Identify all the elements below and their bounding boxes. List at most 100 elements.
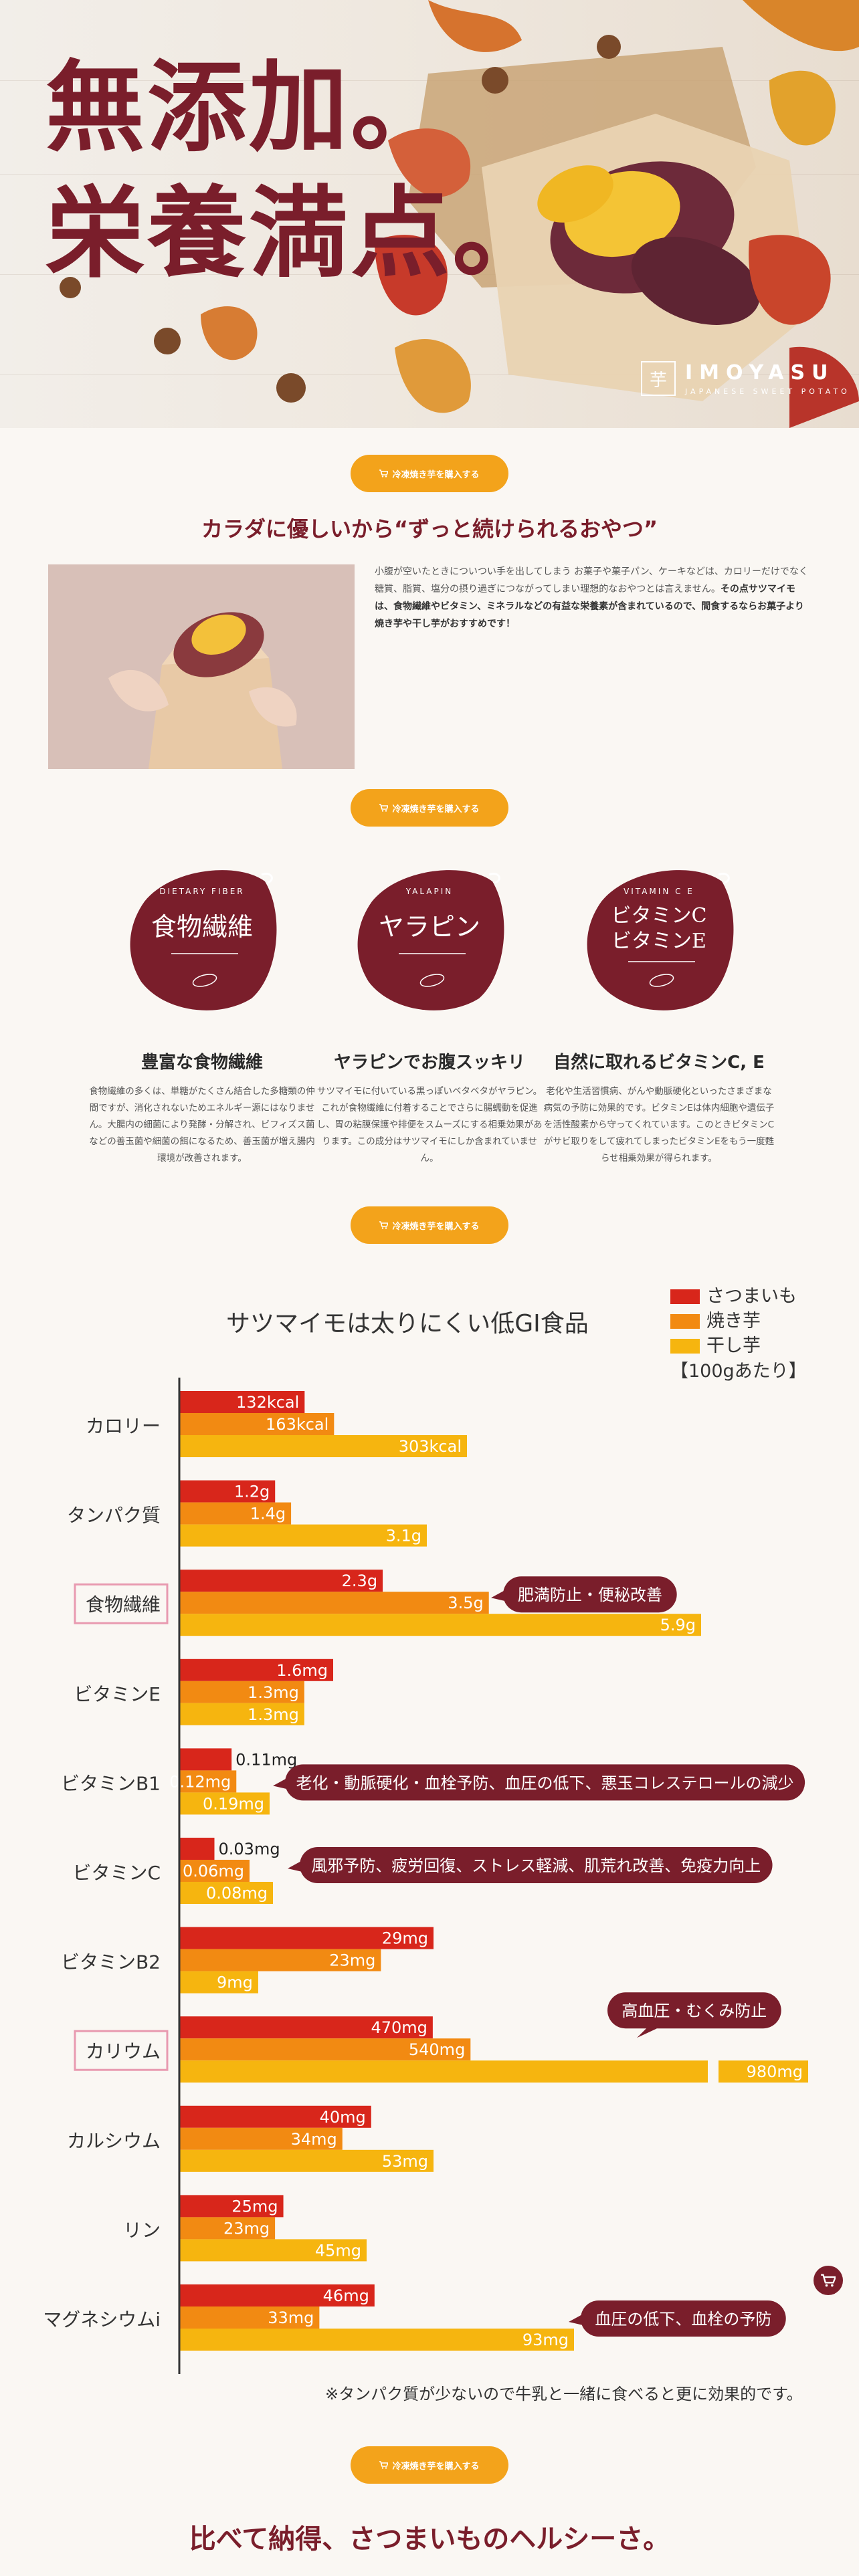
bar-value-label: 2.3g: [342, 1572, 377, 1590]
bar-value-label: 0.08mg: [206, 1884, 268, 1903]
buy-button[interactable]: 冷凍焼き芋を購入する: [351, 1206, 508, 1244]
bar: [179, 2016, 433, 2039]
bar-value-label: 33mg: [268, 2309, 314, 2327]
bar: [179, 2306, 320, 2329]
buy-button[interactable]: 冷凍焼き芋を購入する: [351, 2446, 508, 2484]
bar: [179, 2149, 434, 2172]
bar-value-label: 3.1g: [386, 1527, 421, 1545]
brand-logo: 芋 IMOYASU JAPANESE SWEET POTATO: [641, 361, 850, 396]
bar-value-label: 23mg: [223, 2219, 270, 2238]
buy-button[interactable]: 冷凍焼き芋を購入する: [351, 455, 508, 492]
callout-tail: [569, 2314, 586, 2326]
cart-icon: [379, 1221, 389, 1229]
category-label: カルシウム: [67, 2130, 161, 2152]
bar-value-label: 25mg: [231, 2197, 278, 2216]
bar: [179, 1770, 237, 1793]
bar: [179, 2038, 471, 2061]
legend-label: 干し芋: [706, 1335, 761, 1356]
bar-value-label: 45mg: [315, 2241, 361, 2260]
chart-footnote: ※タンパク質が少ないので牛乳と一緒に食べると更に効果的です。: [325, 2385, 803, 2403]
intro-text-normal: 小腹が空いたときについつい手を出してしまう お菓子や菓子パン、ケーキなどは、カロ…: [375, 566, 808, 595]
category-label: ビタミンE: [74, 1683, 161, 1705]
feature-badge: [124, 861, 280, 1012]
category-label: リン: [123, 2219, 161, 2241]
bar: [179, 1524, 427, 1547]
buy-button[interactable]: 冷凍焼き芋を購入する: [351, 789, 508, 827]
brand-tagline: JAPANESE SWEET POTATO: [685, 387, 850, 396]
sweet-potato-badge-icon: [587, 870, 734, 1010]
cart-icon: [821, 2274, 836, 2287]
sweet-potato-badge-icon: [130, 870, 277, 1010]
bar: [179, 2284, 375, 2306]
legend-label: さつまいも: [706, 1285, 797, 1307]
feature-badge: [352, 861, 507, 1012]
callout-text: 肥満防止・便秘改善: [518, 1586, 662, 1604]
bar: [179, 1860, 250, 1882]
hero-banner: 無添加。 栄養満点。 芋 IMOYASU JAPANESE SWEET POTA…: [0, 0, 859, 428]
bar-value-label: 29mg: [382, 1929, 428, 1948]
legend-unit-note: 【100gあたり】: [670, 1361, 807, 1382]
bar-value-label: 0.11mg: [235, 1750, 297, 1769]
bar: [179, 1971, 258, 1994]
bar: [179, 1792, 270, 1815]
bar: [179, 1748, 232, 1771]
brand-name: IMOYASU: [685, 361, 835, 385]
sweet-potato-badge-icon: [357, 870, 504, 1010]
cart-icon: [379, 2461, 389, 2469]
sweet-potato-in-bag-image: [48, 564, 355, 769]
bar-value-label: 0.19mg: [203, 1794, 264, 1813]
bar: [179, 2195, 284, 2218]
feature-badge: [581, 861, 737, 1012]
category-label: ビタミンC: [72, 1862, 161, 1884]
bar: [179, 1681, 304, 1703]
feature-badge-caption: VITAMIN C E: [624, 887, 694, 896]
feature-badge-label: 食物繊維: [151, 912, 253, 942]
intro-text-bold: その点サツマイモは、食物繊維やビタミン、ミネラルなどの有益な栄養素が含まれている…: [375, 584, 804, 629]
bar: [179, 2060, 708, 2083]
bar-value-label: 93mg: [522, 2331, 569, 2349]
bar-value-label: 303kcal: [399, 1437, 462, 1456]
bar-value-label: 40mg: [320, 2108, 366, 2127]
bar: [179, 2329, 574, 2351]
feature-description: サツマイモに付いている黒っぽいベタベタがヤラピン。これが食物繊維に付着することで…: [316, 1086, 543, 1164]
feature-title: ヤラピンでお腹スッキリ: [333, 1053, 525, 1073]
bar: [179, 1927, 434, 1949]
legend-label: 焼き芋: [706, 1310, 761, 1331]
callout-text: 高血圧・むくみ防止: [622, 2002, 767, 2020]
bar: [179, 2127, 343, 2150]
bar: [179, 2239, 367, 2262]
bar: [179, 1502, 292, 1525]
callout-text: 老化・動脈硬化・血栓予防、血圧の低下、悪玉コレステロールの減少: [296, 1774, 794, 1792]
bar-value-label: 540mg: [409, 2040, 465, 2059]
buy-button-label: 冷凍焼き芋を購入する: [392, 2461, 480, 2472]
bar-value-label: 3.5g: [448, 1594, 483, 1612]
bar: [179, 2105, 371, 2128]
bar-value-label: 470mg: [371, 2018, 427, 2037]
bar-value-label: 0.03mg: [219, 1840, 280, 1858]
bar: [179, 1703, 304, 1725]
bar: [179, 1838, 215, 1860]
intro-heading: カラダに優しいから“ずっと続けられるおやつ”: [201, 516, 658, 542]
category-label: カリウム: [86, 2040, 161, 2062]
legend-item: 干し芋: [670, 1333, 807, 1358]
hero-title-line1: 無添加。: [45, 49, 452, 165]
feature-badge-caption: DIETARY FIBER: [159, 887, 245, 896]
bar: [179, 1413, 335, 1435]
bar-value-label: 1.3mg: [248, 1705, 299, 1724]
feature-badge-label: ビタミンC: [611, 904, 707, 928]
chart-title: サツマイモは太りにくい低GI食品: [226, 1310, 589, 1337]
bar-value-label: 34mg: [291, 2130, 337, 2149]
bar-value-label: 53mg: [382, 2152, 428, 2171]
bar: [179, 1435, 467, 1457]
brand-mark-icon: 芋: [641, 361, 676, 396]
bar: [179, 1658, 333, 1681]
callout-bubble: [503, 1576, 677, 1613]
bar-value-label: 1.6mg: [276, 1661, 328, 1680]
bar: [179, 1480, 276, 1503]
feature-badge-caption: YALAPIN: [405, 887, 454, 896]
category-label: ビタミンB1: [61, 1772, 161, 1794]
bar-value-label: 1.3mg: [248, 1683, 299, 1702]
bar-value-label: 23mg: [329, 1951, 375, 1970]
floating-cart-button[interactable]: [814, 2266, 843, 2295]
category-label: 食物繊維: [86, 1594, 161, 1616]
